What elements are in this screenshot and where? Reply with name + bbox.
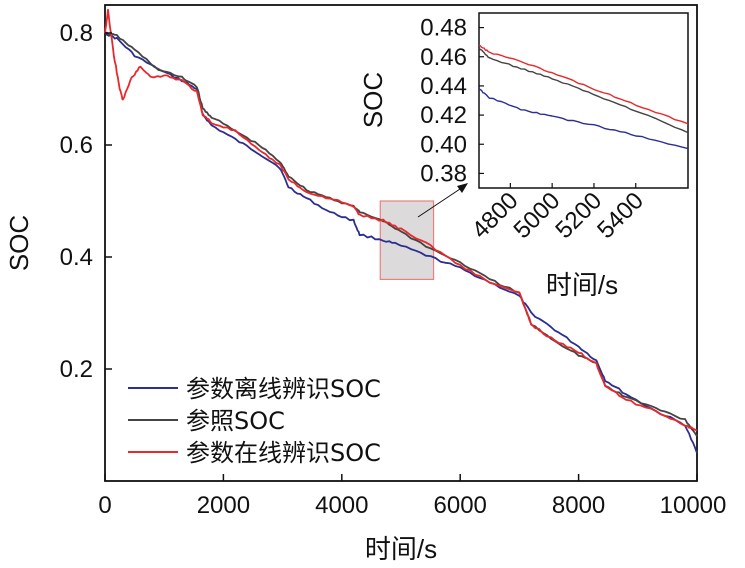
main-series-group [104, 8, 698, 454]
legend-label-online: 参数在线辨识SOC [186, 439, 381, 467]
legend-label-reference: 参照SOC [186, 407, 285, 435]
inset-y-ticks: 0.380.400.420.440.460.48 [420, 15, 484, 187]
main-x-tick-label: 8000 [552, 492, 605, 519]
zoom-region-box [379, 200, 435, 281]
inset-y-tick-label: 0.42 [420, 102, 467, 129]
series-online-line [104, 8, 698, 432]
main-x-tick-label: 2000 [197, 492, 250, 519]
inset-y-tick-label: 0.46 [420, 44, 467, 71]
inset-y-tick-label: 0.38 [420, 160, 467, 187]
inset-series-offline-line [478, 88, 689, 150]
inset-series-group [478, 44, 689, 150]
zoom-arrow-line [417, 186, 464, 218]
main-y-tick-label: 0.2 [60, 356, 93, 383]
main-y-ticks: 0.2 0.4 0.6 0.8 [60, 20, 112, 383]
inset-y-tick-label: 0.48 [420, 15, 467, 42]
inset-y-tick-label: 0.40 [420, 131, 467, 158]
main-x-ticks: 0 2000 4000 6000 8000 10000 [98, 474, 726, 519]
main-x-tick-label: 4000 [315, 492, 368, 519]
inset-series-online-line [478, 44, 689, 125]
inset-y-tick-label: 0.44 [420, 73, 467, 100]
main-x-axis-title: 时间/s [365, 534, 437, 564]
inset-x-tick-label: 5400 [592, 187, 649, 244]
inset-x-tick-label: 5200 [550, 187, 607, 244]
main-y-axis-title: SOC [4, 215, 34, 271]
inset-x-tick-label: 4800 [467, 187, 524, 244]
inset-y-axis-title: SOC [358, 72, 388, 128]
inset-x-tick-label: 5000 [509, 187, 566, 244]
main-x-tick-label: 0 [98, 492, 111, 519]
inset-x-axis-title: 时间/s [546, 270, 618, 300]
main-y-tick-label: 0.4 [60, 244, 93, 271]
main-plot-frame [104, 4, 698, 482]
main-y-tick-label: 0.6 [60, 132, 93, 159]
legend: 参数离线辨识SOC 参照SOC 参数在线辨识SOC [128, 375, 381, 467]
main-x-tick-label: 10000 [660, 492, 727, 519]
zoom-arrow-head [457, 183, 468, 193]
main-y-tick-label: 0.8 [60, 20, 93, 47]
legend-label-offline: 参数离线辨识SOC [186, 375, 381, 403]
main-x-tick-label: 6000 [434, 492, 487, 519]
inset-series-reference-line [478, 47, 689, 134]
inset-plot-frame [478, 12, 689, 189]
